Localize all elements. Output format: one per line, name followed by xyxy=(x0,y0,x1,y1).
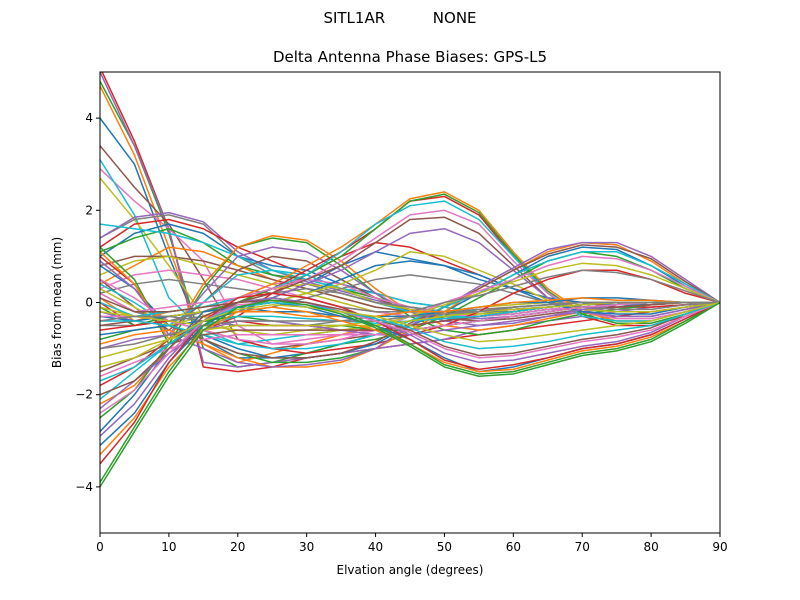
series-line-70 xyxy=(100,299,720,488)
y-tick-label: −2 xyxy=(75,388,93,402)
series-line-35 xyxy=(100,209,720,320)
series-line-63 xyxy=(100,297,720,483)
x-tick-label: 60 xyxy=(506,540,521,554)
axes-layer: 0 10 20 30 40 50 60 70 80 90 −4 −2 0 2 4 xyxy=(75,111,727,554)
y-axis-label: Bias from mean (mm) xyxy=(50,237,64,368)
x-tick-label: 50 xyxy=(437,540,452,554)
x-tick-label: 30 xyxy=(299,540,314,554)
figure-suptitle: SITL1AR NONE xyxy=(323,9,477,27)
x-tick-label: 20 xyxy=(230,540,245,554)
x-axis-label: Elvation angle (degrees) xyxy=(337,563,484,577)
x-tick-label: 90 xyxy=(712,540,727,554)
series-line-69 xyxy=(100,301,720,368)
y-tick-label: 2 xyxy=(85,203,93,217)
x-tick-label: 0 xyxy=(96,540,104,554)
x-tick-label: 10 xyxy=(161,540,176,554)
x-tick-label: 70 xyxy=(575,540,590,554)
series-layer xyxy=(100,72,720,488)
y-tick-label: 4 xyxy=(85,111,93,125)
x-tick-label: 80 xyxy=(643,540,658,554)
y-tick-label: 0 xyxy=(85,296,93,310)
chart-title: Delta Antenna Phase Biases: GPS-L5 xyxy=(272,48,548,66)
x-tick-label: 40 xyxy=(368,540,383,554)
series-line-66 xyxy=(100,299,720,396)
y-tick-label: −4 xyxy=(75,480,93,494)
